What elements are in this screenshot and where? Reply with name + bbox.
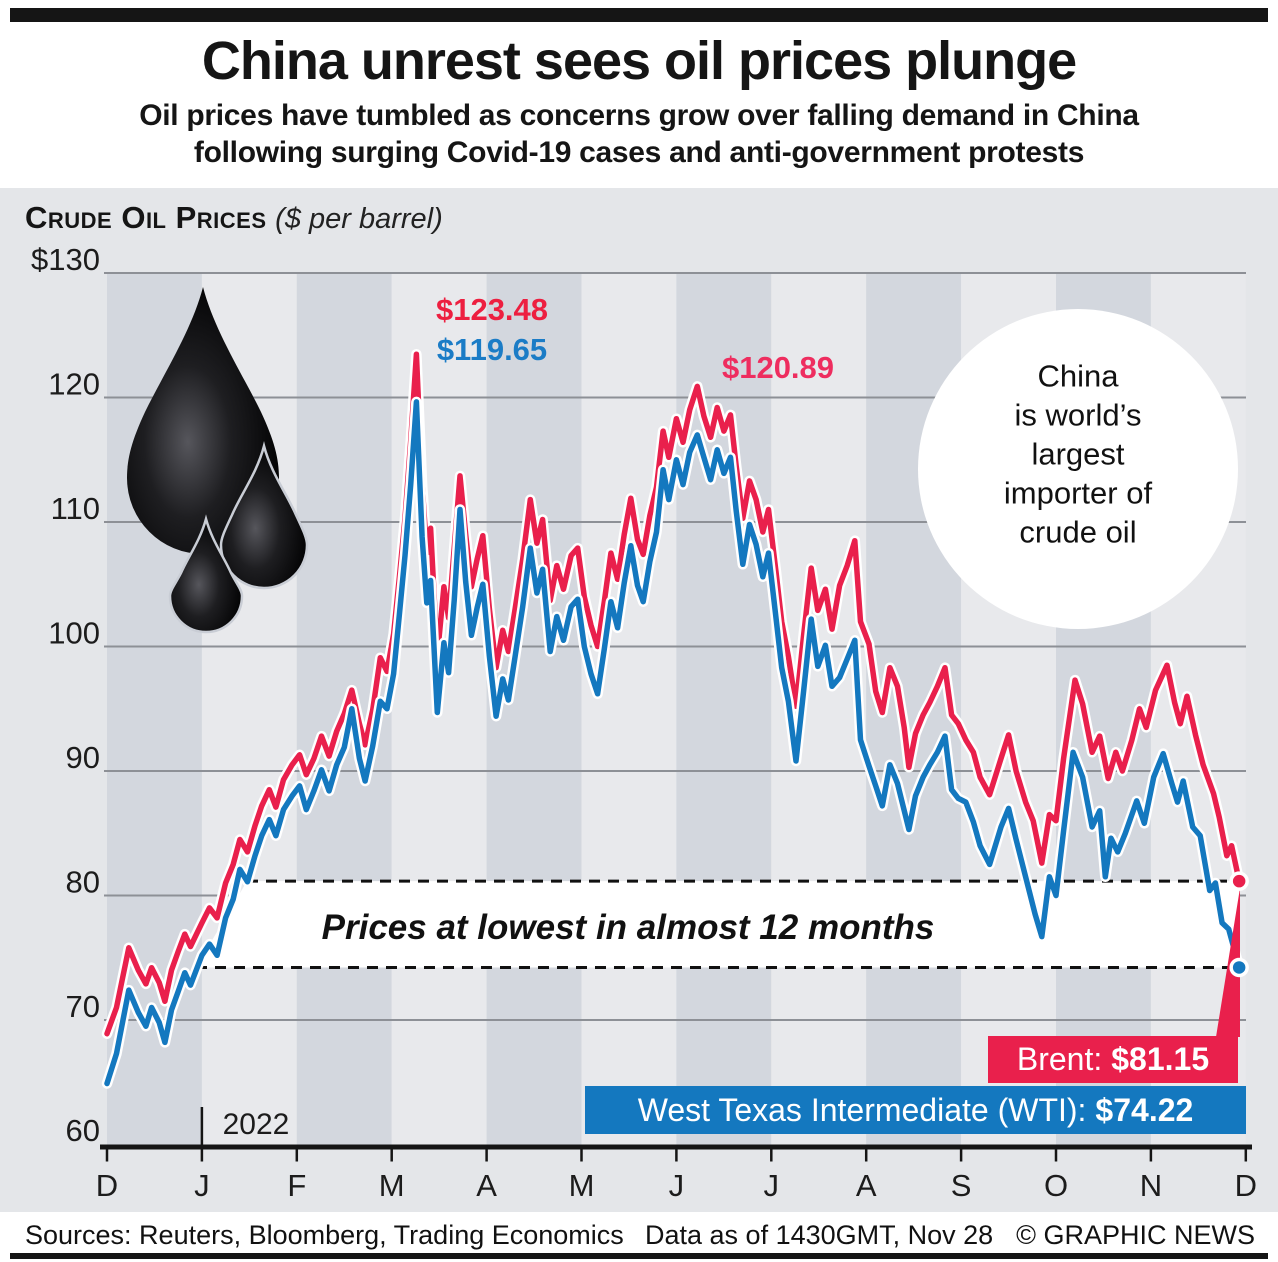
callout-line: crude oil bbox=[1019, 514, 1137, 550]
brent-label: Brent: bbox=[1016, 1041, 1103, 1077]
bottom-rule bbox=[10, 1253, 1268, 1259]
lowest-price-band bbox=[196, 881, 1240, 968]
callout-line: is world’s bbox=[1014, 397, 1142, 433]
wti-march-peak-annotation: $119.65 bbox=[436, 332, 548, 367]
month-label: F bbox=[287, 1168, 306, 1203]
brent-price-tag: Brent: $81.15 bbox=[988, 1036, 1238, 1083]
brent-tag-wedge bbox=[1216, 888, 1240, 1037]
x-axis bbox=[100, 1144, 1252, 1150]
month-label: J bbox=[194, 1168, 210, 1203]
china-importer-callout: China is world’s largest importer of cru… bbox=[918, 357, 1238, 552]
brent-line bbox=[104, 351, 1242, 1037]
month-label: D bbox=[1235, 1168, 1257, 1203]
brent-june-peak-annotation: $120.89 bbox=[721, 350, 835, 385]
footer-credit: © GRAPHIC NEWS bbox=[1016, 1220, 1255, 1250]
brent-march-peak-annotation: $123.48 bbox=[435, 292, 549, 327]
month-stripe bbox=[581, 273, 677, 1145]
wti-line-end-dot bbox=[1229, 957, 1249, 978]
callout-line: importer of bbox=[1003, 475, 1153, 511]
oil-drop-large bbox=[127, 287, 279, 554]
month-label: J bbox=[669, 1168, 685, 1203]
footer: Sources: Reuters, Bloomberg, Trading Eco… bbox=[0, 1220, 1278, 1252]
wti-label: West Texas Intermediate (WTI): bbox=[637, 1091, 1087, 1128]
callout-line: China bbox=[1037, 358, 1119, 394]
chart-units: ($ per barrel) bbox=[275, 203, 443, 235]
oil-drop-small bbox=[168, 514, 244, 634]
oil-drops-icon bbox=[127, 287, 309, 634]
month-label: O bbox=[1044, 1168, 1068, 1203]
y-tick-label: 80 bbox=[66, 865, 100, 900]
page-subtitle: Oil prices have tumbled as concerns grow… bbox=[0, 97, 1278, 171]
top-rule bbox=[10, 8, 1268, 22]
y-tick-label: 60 bbox=[66, 1113, 100, 1148]
month-label: J bbox=[764, 1168, 780, 1203]
month-label: N bbox=[1140, 1168, 1162, 1203]
month-label: M bbox=[569, 1168, 595, 1203]
wti-value: $74.22 bbox=[1095, 1091, 1194, 1128]
month-label: D bbox=[96, 1168, 118, 1203]
month-label: A bbox=[476, 1168, 497, 1203]
month-label: S bbox=[951, 1168, 972, 1203]
y-tick-label: 100 bbox=[48, 616, 100, 651]
y-tick-label: 70 bbox=[66, 989, 100, 1024]
month-label: A bbox=[856, 1168, 877, 1203]
y-tick-label: $130 bbox=[31, 242, 100, 277]
oil-drop-medium bbox=[219, 441, 309, 590]
lowest-price-note: Prices at lowest in almost 12 months bbox=[321, 908, 935, 947]
brent-line-end-dot bbox=[1229, 871, 1249, 891]
y-tick-label: 90 bbox=[66, 740, 100, 775]
y-tick-label: 110 bbox=[51, 491, 100, 526]
y-tick-label: 120 bbox=[48, 367, 100, 402]
callout-line: largest bbox=[1031, 436, 1125, 472]
brent-value: $81.15 bbox=[1111, 1041, 1210, 1077]
china-callout-circle bbox=[918, 309, 1238, 629]
subtitle-line-1: Oil prices have tumbled as concerns grow… bbox=[139, 99, 1139, 132]
footer-sources: Sources: Reuters, Bloomberg, Trading Eco… bbox=[25, 1220, 624, 1250]
wti-line bbox=[104, 399, 1242, 1087]
wti-price-tag: West Texas Intermediate (WTI): $74.22 bbox=[585, 1086, 1246, 1134]
year-label: 2022 bbox=[223, 1108, 290, 1141]
chart-title: Crude Oil Prices bbox=[25, 200, 267, 235]
footer-data-as-of: Data as of 1430GMT, Nov 28 bbox=[645, 1220, 994, 1250]
page-title: China unrest sees oil prices plunge bbox=[201, 31, 1077, 91]
month-label: M bbox=[379, 1168, 405, 1203]
chart-section-title: Crude Oil Prices ($ per barrel) bbox=[25, 200, 443, 236]
subtitle-line-2: following surging Covid-19 cases and ant… bbox=[193, 136, 1085, 169]
